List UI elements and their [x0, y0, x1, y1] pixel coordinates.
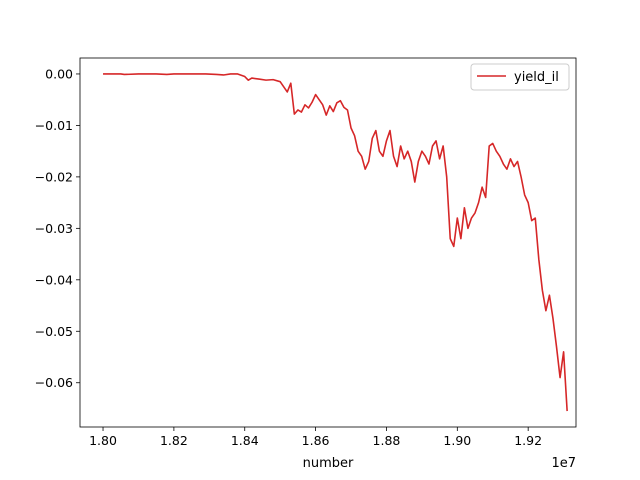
series-line-yield_il	[103, 73, 568, 412]
y-tick-label: −0.02	[35, 169, 73, 184]
y-tick-label: 0.00	[45, 66, 73, 81]
y-tick-label: −0.03	[35, 221, 73, 236]
x-axis-offset-label: 1e7	[551, 456, 576, 471]
tick-layer: 1.80 1.82 1.84 1.86 1.88 1.90 1.92 0.00 −0.01 −0.…	[35, 66, 542, 448]
plot-frame	[79, 57, 577, 428]
x-tick-label: 1.90	[443, 433, 471, 448]
x-tick-label: 1.80	[89, 433, 117, 448]
y-tick-label: −0.01	[35, 118, 73, 133]
y-tick-label: −0.05	[35, 324, 73, 339]
legend-label: yield_il	[514, 70, 559, 85]
y-tick-label: −0.06	[35, 375, 73, 390]
y-tick-label: −0.04	[35, 272, 73, 287]
series-layer	[103, 73, 568, 412]
x-tick-label: 1.92	[514, 433, 542, 448]
x-axis-label: number	[303, 456, 354, 471]
x-tick-label: 1.82	[160, 433, 188, 448]
x-tick-label: 1.84	[231, 433, 259, 448]
legend: yield_il	[470, 63, 570, 91]
plot-axes	[79, 57, 577, 428]
legend-frame	[470, 63, 570, 91]
x-tick-label: 1.88	[373, 433, 401, 448]
x-tick-label: 1.86	[302, 433, 330, 448]
